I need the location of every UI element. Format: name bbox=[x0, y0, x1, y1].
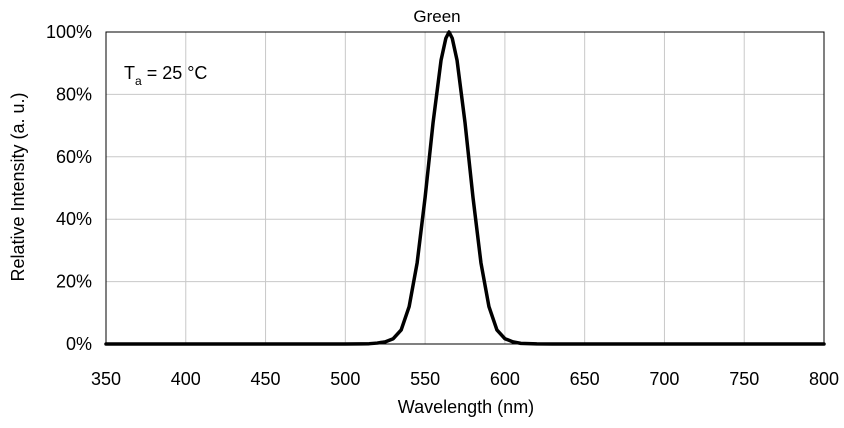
x-tick-label: 350 bbox=[91, 369, 121, 389]
y-tick-label: 0% bbox=[66, 334, 92, 354]
temperature-annotation: Ta = 25 °C bbox=[124, 63, 207, 88]
y-tick-label: 40% bbox=[56, 209, 92, 229]
annotation-subscript: a bbox=[135, 74, 142, 88]
grid bbox=[105, 31, 825, 345]
x-tick-label: 800 bbox=[809, 369, 839, 389]
x-tick-label: 450 bbox=[251, 369, 281, 389]
x-tick-label: 650 bbox=[570, 369, 600, 389]
y-tick-label: 60% bbox=[56, 147, 92, 167]
x-tick-label: 550 bbox=[410, 369, 440, 389]
series-layer bbox=[104, 30, 826, 346]
x-tick-label: 700 bbox=[649, 369, 679, 389]
y-axis-label: Relative Intensity (a. u.) bbox=[8, 92, 28, 281]
spectrum-line bbox=[104, 30, 826, 346]
plot-area-frame bbox=[105, 31, 825, 345]
chart-title: Green bbox=[413, 7, 460, 26]
x-tick-label: 750 bbox=[729, 369, 759, 389]
y-tick-label: 100% bbox=[46, 22, 92, 42]
y-tick-label: 20% bbox=[56, 272, 92, 292]
x-tick-label: 400 bbox=[171, 369, 201, 389]
annotation-rest: = 25 °C bbox=[142, 63, 208, 83]
y-axis-tick-labels: 0% 20% 40% 60% 80% 100% bbox=[46, 22, 92, 354]
x-tick-label: 600 bbox=[490, 369, 520, 389]
x-axis-tick-labels: 350 400 450 500 550 600 650 700 750 800 bbox=[91, 369, 839, 389]
annotation-base: T bbox=[124, 63, 135, 83]
x-axis-label: Wavelength (nm) bbox=[398, 397, 534, 417]
x-tick-label: 500 bbox=[330, 369, 360, 389]
y-tick-label: 80% bbox=[56, 84, 92, 104]
